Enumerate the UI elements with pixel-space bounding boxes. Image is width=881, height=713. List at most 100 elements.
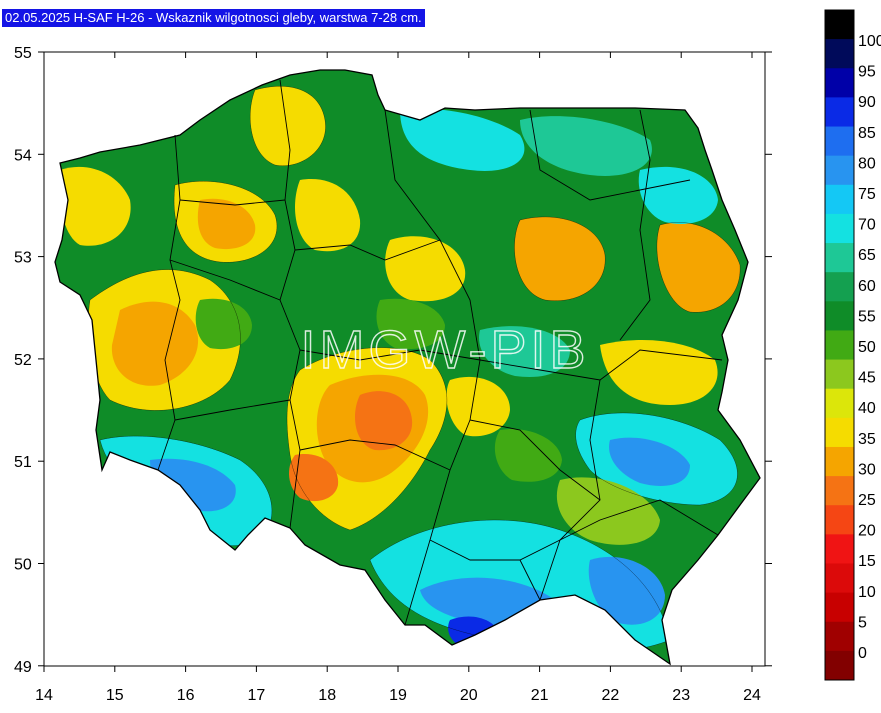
legend-label: 60 <box>858 278 876 295</box>
legend-swatch <box>825 301 854 331</box>
legend-swatch <box>825 272 854 302</box>
dry-zone-kujawy <box>295 179 361 252</box>
x-tick-label: 24 <box>743 687 761 704</box>
legend-swatch <box>825 446 854 477</box>
medium-zone-plock <box>376 298 445 350</box>
x-tick-label: 20 <box>460 687 478 704</box>
legend-frame <box>824 9 855 681</box>
legend-label: 65 <box>858 247 876 264</box>
province-border-kujawy <box>294 239 441 261</box>
province-border-south <box>429 499 719 561</box>
wet-zone-gdansk <box>400 108 525 171</box>
legend-swatch <box>825 213 854 244</box>
legend-label: 25 <box>858 492 876 509</box>
map-title: 02.05.2025 H-SAF H-26 - Wskaznik wilgotn… <box>2 9 425 27</box>
x-tick-label: 15 <box>106 687 124 704</box>
province-border-silesia-north <box>174 399 291 421</box>
x-tick-label: 23 <box>672 687 690 704</box>
legend-label: 35 <box>858 431 876 448</box>
province-border-lubusz <box>169 259 281 301</box>
province-border-warmia <box>529 109 691 201</box>
dry-zone-north <box>250 86 326 166</box>
y-axis: 55 54 53 52 51 50 49 <box>14 45 772 676</box>
province-borders <box>157 79 723 626</box>
province-border-podlasie <box>619 109 651 341</box>
legend-label: 80 <box>858 155 876 172</box>
legend-swatch <box>825 388 854 419</box>
watermark: IMGW-PIB <box>300 320 589 380</box>
legend-swatch <box>825 534 854 564</box>
legend-label: 45 <box>858 370 876 387</box>
legend-swatch <box>825 563 854 594</box>
y-tick-label: 52 <box>14 352 32 369</box>
legend-swatch <box>825 243 854 273</box>
legend-swatch <box>825 330 854 361</box>
y-tick-label: 53 <box>14 250 32 267</box>
legend-label: 90 <box>858 94 876 111</box>
province-border-kielce <box>469 419 601 501</box>
dry-zone-pomerania-core <box>197 198 256 250</box>
wet-zone-sudetes-core <box>150 458 236 512</box>
province-border-lodz-north <box>299 349 481 361</box>
province-border-lodz-south <box>299 439 451 471</box>
country-border <box>54 69 761 666</box>
legend-swatch <box>825 417 854 448</box>
legend-swatch <box>825 184 854 215</box>
legend-label: 85 <box>858 125 876 142</box>
legend-label: 15 <box>858 553 876 570</box>
dry-zone-west-core <box>111 301 199 386</box>
legend-label: 0 <box>858 645 867 662</box>
legend-swatch <box>825 155 854 186</box>
legend-swatch <box>825 476 854 506</box>
x-tick-label: 14 <box>35 687 53 704</box>
legend-label: 100 <box>858 33 881 50</box>
legend-label: 75 <box>858 186 876 203</box>
y-tick-label: 54 <box>14 147 32 164</box>
dry-zone-silesia-core <box>288 454 339 502</box>
legend-label: 95 <box>858 64 876 81</box>
dry-zone-northwest <box>59 166 131 246</box>
color-legend: 1009590858075706560555045403530252015105… <box>824 9 881 681</box>
dry-zone-mazury <box>514 216 606 301</box>
x-tick-label: 22 <box>602 687 620 704</box>
legend-label: 40 <box>858 400 876 417</box>
province-border-malopolska <box>519 559 541 601</box>
legend-label: 55 <box>858 308 876 325</box>
x-axis: 14 15 16 17 18 19 20 21 22 23 24 <box>35 52 761 704</box>
legend-swatch <box>825 126 854 157</box>
legend-label: 70 <box>858 217 876 234</box>
legend-swatch <box>825 39 854 69</box>
legend-label: 10 <box>858 584 876 601</box>
medium-zone-poznan <box>195 298 252 350</box>
x-tick-label: 17 <box>248 687 266 704</box>
legend-swatch <box>825 97 854 128</box>
legend-swatch <box>825 505 854 535</box>
wet-zone-warsaw <box>479 326 570 377</box>
wet-zone-warmia <box>520 116 652 176</box>
wet-zone-lublin-core <box>609 437 690 486</box>
dry-zone-lodz <box>446 376 510 437</box>
legend-swatch <box>825 621 854 652</box>
wet-zone-bieszczady <box>588 556 665 625</box>
legend-label: 50 <box>858 339 876 356</box>
x-tick-label: 21 <box>531 687 549 704</box>
medium-zone-kielce <box>494 429 562 482</box>
legend-swatch <box>825 10 854 40</box>
legend-swatch <box>825 592 854 623</box>
legend-swatch <box>825 650 854 681</box>
legend-swatch <box>825 359 854 390</box>
x-tick-label: 18 <box>318 687 336 704</box>
x-tick-label: 19 <box>389 687 407 704</box>
province-border-pomerania <box>179 199 286 206</box>
dry-zone-central-core <box>355 391 413 451</box>
wet-zone-suwalki <box>638 166 718 224</box>
y-tick-label: 55 <box>14 45 32 62</box>
dry-zone-podlasie <box>656 222 741 313</box>
legend-label: 30 <box>858 461 876 478</box>
legend-label: 5 <box>858 614 867 631</box>
moderate-zone-roztocze <box>556 477 660 545</box>
y-tick-label: 50 <box>14 557 32 574</box>
y-tick-label: 51 <box>14 454 32 471</box>
legend-label: 20 <box>858 523 876 540</box>
